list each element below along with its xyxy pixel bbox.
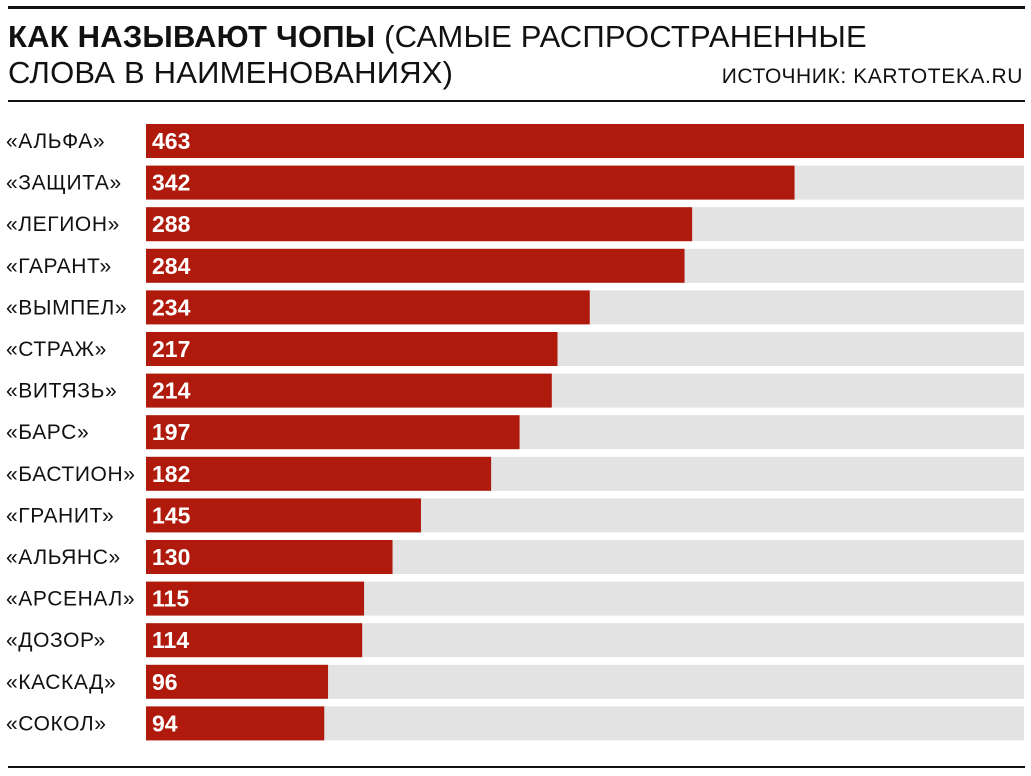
chart-title-bold: КАК НАЗЫВАЮТ ЧОПЫ	[8, 19, 376, 54]
category-label: «ВЫМПЕЛ»	[6, 296, 127, 319]
category-label: «ЛЕГИОН»	[6, 213, 120, 236]
bar	[146, 332, 558, 366]
value-label: 284	[152, 253, 191, 279]
category-label: «СОКОЛ»	[6, 712, 106, 735]
value-label: 130	[152, 544, 190, 570]
bar	[146, 290, 590, 325]
category-label: «ВИТЯЗЬ»	[6, 380, 117, 403]
category-label: «БАСТИОН»	[6, 463, 136, 486]
value-label: 96	[152, 669, 178, 695]
value-label: 94	[152, 710, 178, 736]
category-label: «ГАРАНТ»	[6, 255, 112, 278]
bar	[146, 165, 795, 200]
category-label: «АРСЕНАЛ»	[6, 588, 135, 611]
bar	[146, 498, 421, 533]
chart-title-rest: (САМЫЕ РАСПРОСТРАНЕННЫЕ СЛОВА В НАИМЕНОВ…	[8, 19, 867, 90]
category-label: «АЛЬФА»	[6, 130, 105, 153]
bar	[146, 124, 1024, 158]
category-label: «СТРАЖ»	[6, 338, 107, 361]
bar	[146, 373, 552, 408]
category-label: «ЗАЩИТА»	[6, 172, 122, 195]
value-label: 182	[152, 461, 190, 487]
value-label: 114	[152, 627, 189, 653]
category-label: «БАРС»	[6, 421, 89, 444]
value-label: 197	[152, 419, 190, 445]
bar	[146, 664, 329, 699]
value-label: 463	[152, 128, 190, 154]
bar	[146, 207, 693, 242]
source-note: ИСТОЧНИК: KARTOTEKA.RU	[721, 65, 1023, 88]
top-rule	[8, 6, 1025, 9]
category-label: «АЛЬЯНС»	[6, 546, 121, 569]
value-label: 217	[152, 336, 190, 362]
bar	[146, 248, 685, 283]
chart-title: КАК НАЗЫВАЮТ ЧОПЫ (САМЫЕ РАСПРОСТРАНЕННЫ…	[8, 19, 908, 91]
value-label: 342	[152, 170, 190, 196]
category-label: «ДОЗОР»	[6, 629, 106, 652]
value-label: 115	[152, 586, 189, 612]
category-label: «ГРАНИТ»	[6, 504, 114, 527]
value-label: 214	[152, 378, 191, 404]
bottom-rule	[8, 766, 1025, 768]
category-label: «КАСКАД»	[6, 671, 116, 694]
bar	[146, 623, 363, 658]
bar	[146, 706, 325, 741]
header-rule	[8, 100, 1025, 102]
bar	[146, 415, 520, 450]
bar	[146, 456, 492, 491]
value-label: 145	[152, 502, 191, 528]
bar	[146, 581, 365, 616]
value-label: 288	[152, 211, 191, 237]
value-label: 234	[152, 294, 191, 320]
bar	[146, 540, 393, 574]
